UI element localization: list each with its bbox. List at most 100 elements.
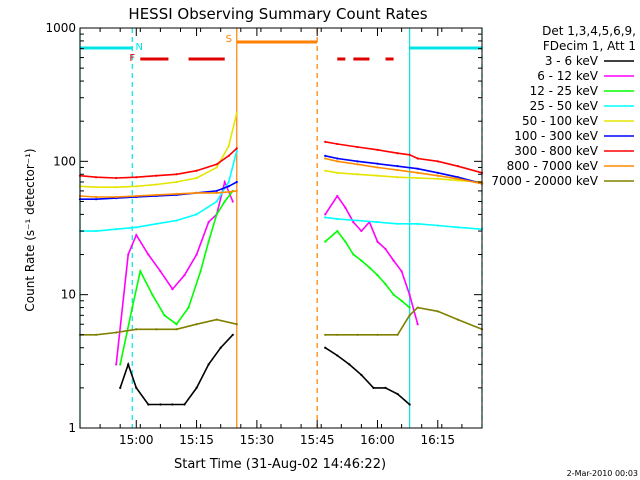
series-point-7-17 [456,177,459,180]
series-point-6-16 [416,157,419,160]
series-point-1-11 [231,200,234,203]
chart-title: HESSI Observing Summary Count Rates [128,5,427,23]
series-point-8-8 [235,323,238,326]
legend-label-6: 300 - 800 keV [514,144,598,158]
series-point-4-4 [155,183,158,186]
series-point-4-9 [235,112,238,115]
series-point-6-8 [227,154,230,157]
series-point-6-14 [396,152,399,155]
series-point-0-11 [324,346,327,349]
series-point-4-1 [94,186,98,189]
series-point-8-9 [324,333,327,336]
legend-label-3: 25 - 50 keV [530,99,599,113]
series-line-8-part-0 [80,318,237,336]
series-point-7-2 [115,195,118,199]
series-point-2-16 [360,259,363,262]
series-point-4-7 [215,166,218,169]
flag-n-label: N [136,42,143,53]
x-tick-label-2: 15:30 [240,433,275,447]
series-point-2-7 [199,270,202,273]
series-point-0-18 [408,403,411,406]
series-line-2-part-1 [324,229,411,309]
series-point-6-12 [356,145,359,149]
series-point-2-0 [119,363,122,366]
series-point-1-21 [400,270,403,273]
series-point-0-4 [159,403,162,406]
series-point-7-15 [416,171,419,174]
series-point-8-13 [396,333,399,336]
series-point-6-1 [94,176,98,179]
series-point-0-7 [195,386,198,389]
series-point-6-7 [215,163,218,166]
series-point-2-2 [139,270,142,273]
series-point-2-21 [400,299,403,302]
series-line-1-part-1 [324,194,419,325]
series-point-2-22 [408,306,411,309]
series-point-6-10 [324,140,327,143]
series-point-8-17 [456,318,459,321]
series-point-3-1 [94,229,98,233]
series-line-2-part-0 [119,190,234,365]
series-point-7-6 [195,191,198,194]
series-point-0-15 [372,386,375,389]
series-point-0-3 [147,403,150,406]
series-point-0-9 [219,346,222,349]
series-point-5-14 [396,165,399,168]
series-point-1-2 [135,233,138,237]
series-point-1-8 [207,221,210,224]
series-point-3-11 [336,217,339,221]
series-point-6-17 [436,160,439,163]
series-point-6-5 [175,173,178,176]
legend-label-5: 100 - 300 keV [514,129,598,143]
series-point-1-7 [195,253,198,256]
series-point-7-16 [436,174,439,177]
legend-label-4: 50 - 100 keV [522,114,599,128]
series-point-2-8 [207,240,210,243]
series-point-3-9 [235,149,238,152]
series-point-8-14 [408,314,411,317]
legend-label-0: 3 - 6 keV [545,54,599,68]
series-line-6-part-0 [79,147,238,179]
series-point-1-15 [352,221,355,224]
series-point-8-6 [195,323,198,326]
legend-header-line-1: Det 1,3,4,5,6,9, [542,24,636,38]
series-point-8-7 [215,318,218,321]
series-point-2-4 [163,314,166,317]
series-point-2-19 [384,283,387,286]
legend-label-7: 800 - 7000 keV [507,159,599,173]
series-line-4-part-0 [79,112,238,188]
series-point-4-5 [175,180,178,184]
series-point-7-12 [356,163,359,166]
series-point-2-14 [344,240,347,243]
series-line-0-part-0 [119,334,234,406]
series-point-2-3 [151,293,154,296]
series-point-6-3 [135,176,138,179]
series-point-1-0 [115,363,118,366]
footer-date: 2-Mar-2010 00:03 [567,469,638,478]
series-point-1-3 [147,253,150,256]
series-point-8-15 [416,306,419,309]
series-line-8-part-1 [325,306,483,336]
series-point-7-4 [155,193,158,197]
series-point-2-15 [352,253,355,256]
series-point-1-10 [223,180,226,184]
x-tick-label-3: 15:45 [300,433,335,447]
x-axis-label: Start Time (31-Aug-02 14:46:22) [174,457,386,472]
legend-label-8: 7000 - 20000 keV [491,174,598,188]
series-point-3-7 [215,200,218,203]
series-point-7-9 [235,189,238,193]
series-point-5-9 [235,180,238,184]
series-point-4-10 [324,169,327,172]
y-tick-label-2: 100 [53,154,76,168]
series-point-3-14 [396,222,399,225]
series-point-2-1 [131,306,134,309]
flag-f-label: F [129,53,135,64]
series-point-2-12 [324,240,327,243]
series-point-0-0 [119,386,122,389]
series-point-8-2 [115,331,118,334]
series-point-6-11 [336,142,339,146]
series-point-3-4 [155,222,158,225]
series-point-7-1 [94,195,98,199]
series-point-3-17 [456,226,459,229]
